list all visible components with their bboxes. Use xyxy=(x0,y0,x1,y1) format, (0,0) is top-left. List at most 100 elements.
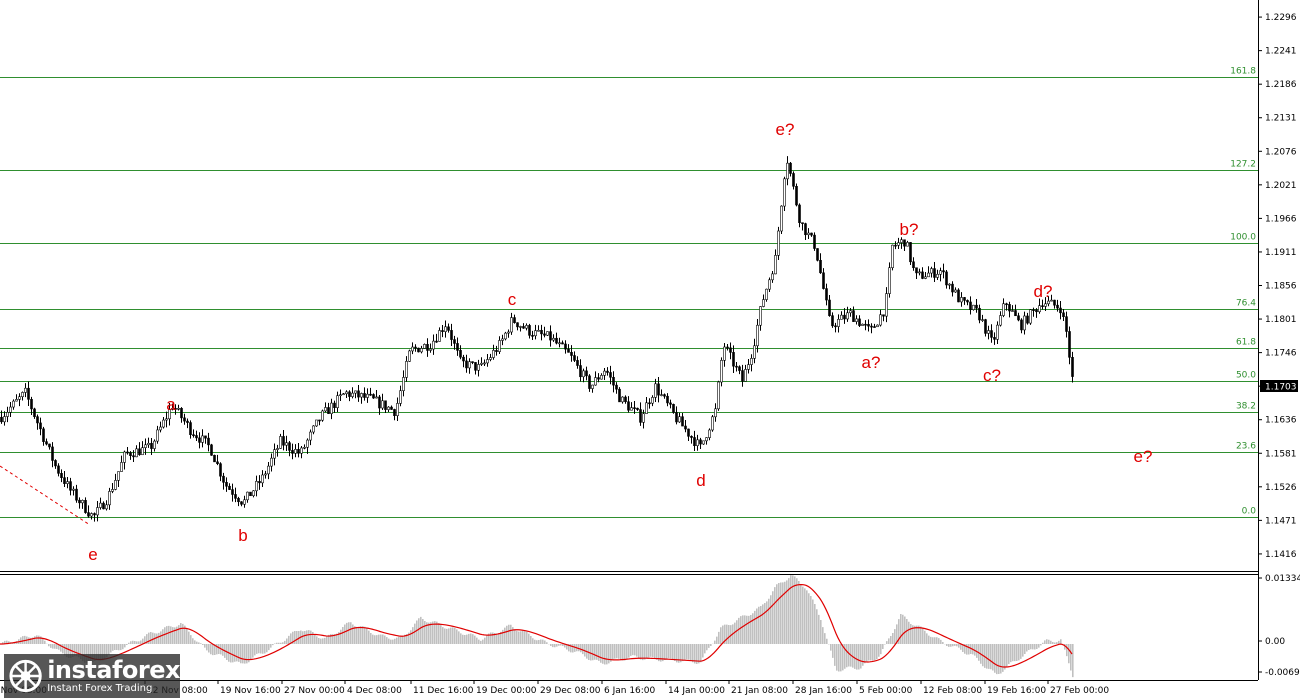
candle-body xyxy=(393,409,396,416)
fib-level-label: 61.8 xyxy=(1236,338,1256,348)
candle-body xyxy=(69,481,72,491)
candle-body xyxy=(564,343,567,350)
candle-body xyxy=(726,346,729,349)
candle-body xyxy=(1068,331,1071,358)
candle-body xyxy=(801,222,804,224)
candle-body xyxy=(51,446,54,461)
time-tick-label: 6 Jan 16:00 xyxy=(604,686,656,696)
candle-body xyxy=(360,393,363,398)
candle-body xyxy=(270,457,273,467)
oscillator-tick-label: -0.00695 xyxy=(1265,668,1300,678)
candle-body xyxy=(468,361,471,369)
candle-body xyxy=(369,393,372,396)
candle-body xyxy=(687,428,690,437)
candle-body xyxy=(156,429,159,442)
candle-body xyxy=(549,331,552,341)
candle-body xyxy=(960,297,963,303)
price-tick-label: 1.1416 xyxy=(1265,550,1297,560)
candle-body xyxy=(417,347,420,353)
time-tick-label: 27 Feb 00:00 xyxy=(1050,686,1109,696)
time-tick-label: 19 Nov 16:00 xyxy=(220,686,281,696)
candle-body xyxy=(516,322,519,328)
candle-body xyxy=(63,477,66,484)
candle-body xyxy=(447,326,450,331)
candle-body xyxy=(567,348,570,353)
candle-body xyxy=(507,331,510,334)
candle-body xyxy=(351,392,354,397)
candle-body xyxy=(714,408,717,418)
candle-body xyxy=(618,388,621,403)
candle-body xyxy=(936,273,939,278)
candle-body xyxy=(816,248,819,261)
candle-body xyxy=(123,451,126,463)
candle-body xyxy=(60,473,63,478)
candle-body xyxy=(711,416,714,431)
candle-body xyxy=(996,324,999,340)
candle-body xyxy=(984,319,987,334)
candle-body xyxy=(765,288,768,300)
candle-body xyxy=(6,412,9,417)
wave-label: e xyxy=(88,545,97,564)
candle-body xyxy=(753,345,756,359)
candle-body xyxy=(717,381,720,410)
candle-body xyxy=(381,400,384,409)
candle-body xyxy=(573,355,576,361)
candle-body xyxy=(483,362,486,365)
brand-name: instaforex xyxy=(47,656,180,684)
candle-body xyxy=(465,360,468,369)
candle-body xyxy=(441,330,444,332)
candle-body xyxy=(1020,319,1023,331)
candle-body xyxy=(843,314,846,320)
candle-body xyxy=(189,422,192,435)
candle-body xyxy=(792,173,795,187)
candle-body xyxy=(1035,309,1038,313)
candle-body xyxy=(213,454,216,463)
price-tick-label: 1.2021 xyxy=(1265,181,1297,191)
candle-body xyxy=(900,239,903,243)
candle-body xyxy=(102,502,105,510)
price-tick-label: 1.1636 xyxy=(1265,416,1297,426)
candle-body xyxy=(969,301,972,310)
candle-body xyxy=(603,370,606,376)
candle-body xyxy=(537,329,540,332)
candle-body xyxy=(36,416,39,424)
candle-body xyxy=(366,393,369,398)
price-tick-label: 1.1526 xyxy=(1265,483,1297,493)
candle-body xyxy=(942,270,945,273)
time-tick-label: 4 Dec 08:00 xyxy=(347,686,402,696)
candle-body xyxy=(309,431,312,441)
candle-body xyxy=(66,481,69,484)
candle-body xyxy=(975,304,978,309)
candle-body xyxy=(459,350,462,358)
candle-body xyxy=(1029,309,1032,324)
candle-body xyxy=(288,442,291,451)
candle-body xyxy=(645,402,648,414)
price-tick-label: 1.1801 xyxy=(1265,315,1297,325)
candle-body xyxy=(375,396,378,399)
time-tick-label: 12 Feb 08:00 xyxy=(923,686,982,696)
candle-body xyxy=(822,272,825,289)
candle-body xyxy=(303,446,306,449)
candle-body xyxy=(696,439,699,447)
candle-body xyxy=(0,416,3,423)
candle-body xyxy=(3,416,6,423)
candle-body xyxy=(333,402,336,408)
candle-body xyxy=(444,326,447,332)
candle-body xyxy=(153,440,156,449)
candle-body xyxy=(744,369,747,382)
price-tick-label: 1.2241 xyxy=(1265,47,1297,57)
candle-body xyxy=(342,393,345,396)
candle-body xyxy=(453,339,456,344)
candle-body xyxy=(261,474,264,484)
time-tick-label: 29 Dec 08:00 xyxy=(540,686,601,696)
wave-label: b? xyxy=(900,220,919,239)
candle-body xyxy=(774,255,777,275)
candle-body xyxy=(420,348,423,353)
candle-body xyxy=(144,444,147,448)
candle-body xyxy=(663,394,666,397)
candle-body xyxy=(540,329,543,335)
candle-body xyxy=(216,461,219,464)
candle-body xyxy=(954,289,957,293)
candle-body xyxy=(834,325,837,328)
candle-body xyxy=(924,276,927,279)
